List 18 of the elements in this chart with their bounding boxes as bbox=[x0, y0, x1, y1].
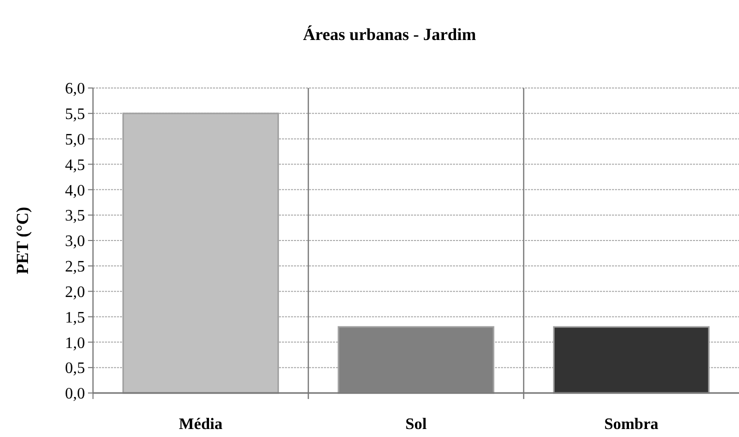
y-tick-label: 0,0 bbox=[65, 386, 85, 403]
y-tick-label: 5,5 bbox=[65, 106, 85, 124]
y-tick-label: 2,5 bbox=[65, 258, 85, 276]
x-tick-label: Sol bbox=[405, 416, 428, 433]
y-tick-label: 4,0 bbox=[65, 182, 85, 200]
y-tick-label: 3,0 bbox=[65, 233, 85, 250]
y-tick-label: 5,0 bbox=[65, 131, 85, 148]
y-tick-label: 1,0 bbox=[65, 334, 85, 352]
y-axis-title: PET (°C) bbox=[13, 206, 32, 274]
chart-title: Áreas urbanas - Jardim bbox=[303, 25, 476, 44]
y-tick-label: 2,0 bbox=[65, 284, 85, 301]
y-tick-label: 4,5 bbox=[65, 156, 85, 174]
x-tick-label: Sombra bbox=[604, 416, 658, 433]
y-tick-label: 1,5 bbox=[65, 309, 85, 326]
x-tick-label: Média bbox=[178, 416, 222, 433]
y-tick-label: 6,0 bbox=[65, 80, 85, 98]
y-tick-label: 0,5 bbox=[65, 360, 85, 378]
y-tick-label: 3,5 bbox=[65, 208, 85, 225]
